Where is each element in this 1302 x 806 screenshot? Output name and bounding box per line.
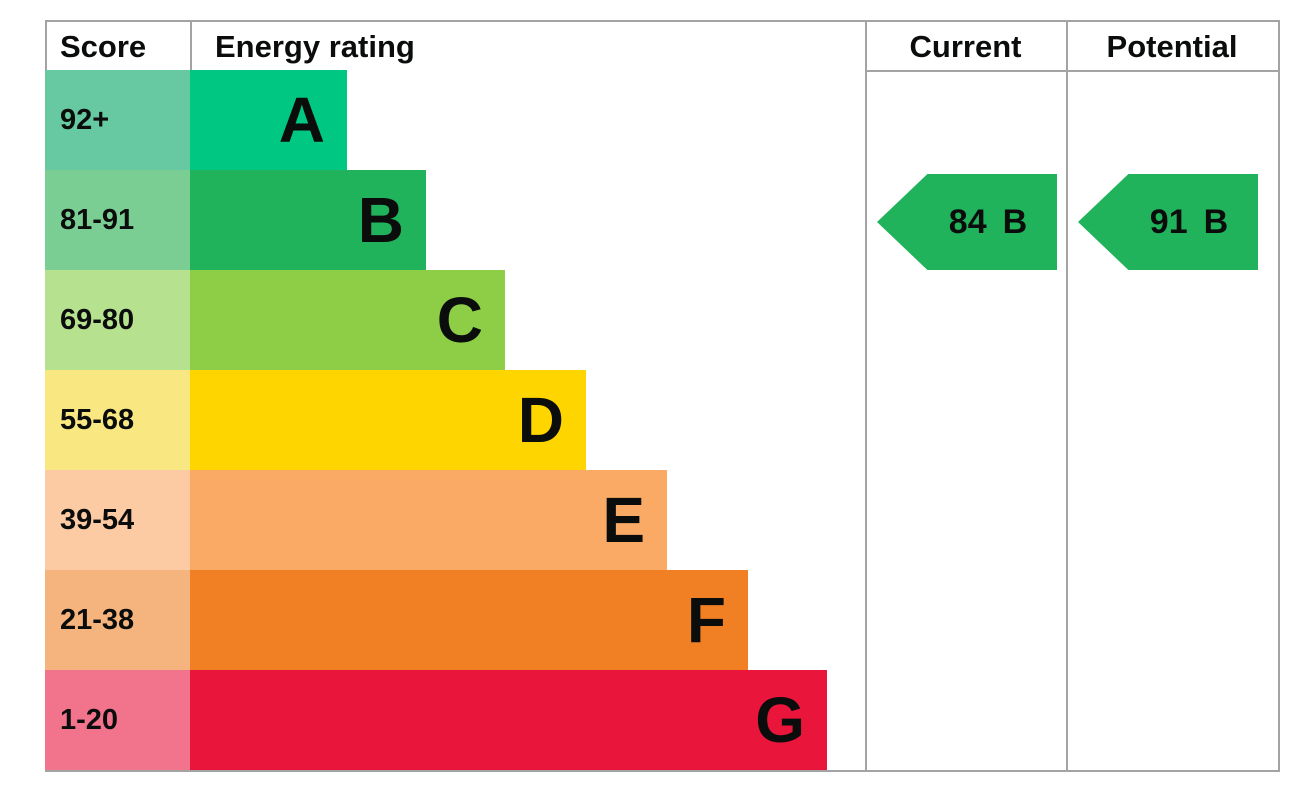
potential-rating-value: 91 [1149, 202, 1188, 241]
band-row-d: 55-68 D [45, 370, 1278, 470]
current-rating-band: B [1002, 202, 1028, 241]
header-bottom-border [865, 70, 1278, 72]
potential-column-divider [1066, 22, 1068, 770]
score-column-header: Score [60, 28, 147, 64]
score-range-d: 55-68 [45, 370, 190, 470]
band-row-f: 21-38 F [45, 570, 1278, 670]
band-letter-a: A [278, 84, 325, 156]
band-bar-b: B [190, 170, 426, 270]
current-column-header: Current [909, 28, 1022, 64]
band-letter-b: B [357, 184, 404, 256]
band-row-c: 69-80 C [45, 270, 1278, 370]
header-left-border [45, 22, 47, 70]
band-row-a: 92+ A [45, 70, 1278, 170]
current-column-divider [865, 22, 867, 770]
band-letter-e: E [602, 484, 645, 556]
score-range-e: 39-54 [45, 470, 190, 570]
potential-rating-band: B [1203, 202, 1229, 241]
potential-column-header: Potential [1106, 28, 1238, 64]
band-row-e: 39-54 E [45, 470, 1278, 570]
band-row-b: 81-91 B [45, 170, 1278, 270]
band-bar-c: C [190, 270, 505, 370]
band-bar-g: G [190, 670, 827, 770]
score-range-b: 81-91 [45, 170, 190, 270]
score-range-g: 1-20 [45, 670, 190, 770]
score-range-a: 92+ [45, 70, 190, 170]
band-bar-e: E [190, 470, 667, 570]
epc-table: Score Energy rating Current Potential 92… [45, 20, 1280, 772]
score-range-f: 21-38 [45, 570, 190, 670]
band-letter-c: C [436, 284, 483, 356]
header-row: Score Energy rating Current Potential [45, 22, 1278, 70]
energy-rating-column-header: Energy rating [215, 28, 415, 64]
band-letter-g: G [755, 684, 805, 756]
band-row-g: 1-20 G [45, 670, 1278, 770]
band-bar-f: F [190, 570, 748, 670]
band-letter-d: D [517, 384, 564, 456]
band-bar-d: D [190, 370, 586, 470]
score-rating-divider [190, 22, 192, 70]
band-letter-f: F [686, 584, 726, 656]
score-range-c: 69-80 [45, 270, 190, 370]
band-bar-a: A [190, 70, 347, 170]
current-rating-value: 84 [948, 202, 987, 241]
